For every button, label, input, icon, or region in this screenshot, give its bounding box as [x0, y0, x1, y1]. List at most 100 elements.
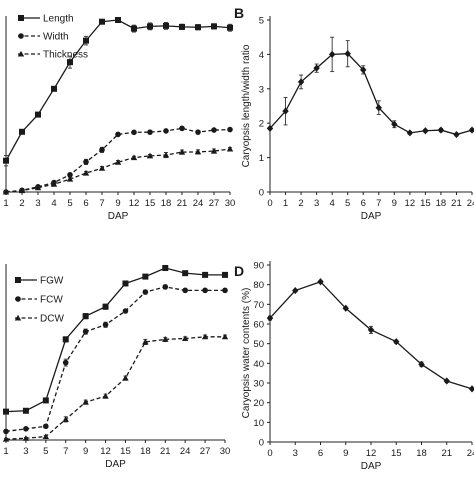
data-point — [3, 428, 9, 435]
chart-panel-a: 1 2 3 4 5 6 7 9 12 15 18 21 24 27 30DAPLengthWidthThic… — [2, 14, 236, 222]
series-d-0 — [266, 278, 474, 393]
data-point — [195, 129, 201, 135]
x-tick-label: 0 — [267, 198, 272, 209]
data-point — [266, 124, 274, 132]
series-fcw — [3, 284, 228, 435]
data-point — [82, 169, 90, 176]
data-point — [367, 326, 375, 334]
x-tick-label: 30 — [225, 198, 236, 209]
series-line — [5, 336, 225, 440]
x-tick-label: 1 — [3, 198, 8, 209]
legend-marker — [15, 296, 21, 302]
legend-marker — [17, 50, 25, 57]
series-b-0 — [266, 36, 474, 139]
data-point — [147, 129, 153, 135]
data-point — [393, 338, 400, 346]
legend-marker — [18, 15, 24, 21]
y-tick-label: 5 — [259, 16, 264, 27]
data-point — [82, 398, 89, 405]
data-point — [42, 397, 49, 404]
y-tick-label: 40 — [253, 359, 264, 370]
series-line — [5, 19, 231, 162]
x-tick-label: 5 — [43, 446, 48, 457]
y-tick-label: 1 — [259, 153, 264, 164]
x-tick-label: 7 — [376, 198, 381, 209]
data-point — [163, 22, 169, 29]
data-point — [162, 265, 169, 271]
data-point — [437, 126, 445, 134]
data-point — [102, 303, 109, 310]
data-point — [297, 78, 305, 86]
data-point — [43, 423, 49, 430]
x-tick-label: 2 — [19, 198, 24, 209]
x-axis-label: DAP — [108, 211, 129, 222]
x-tick-label: 15 — [145, 198, 156, 209]
x-tick-label: 3 — [314, 198, 319, 209]
panel-label: B — [234, 5, 244, 21]
x-tick-label: 15 — [120, 446, 131, 457]
data-point — [227, 24, 233, 31]
y-axis-label: Caryopsis water contents (%) — [241, 288, 252, 419]
data-point — [222, 271, 228, 278]
data-point — [221, 333, 229, 340]
x-tick-label: 18 — [436, 198, 447, 209]
series-line — [5, 127, 231, 193]
x-tick-label: 24 — [180, 446, 191, 457]
data-point — [2, 435, 10, 442]
series-dcw — [2, 333, 229, 442]
data-point — [102, 321, 109, 328]
data-point — [282, 107, 289, 115]
x-tick-label: 9 — [115, 198, 120, 209]
data-point — [391, 120, 398, 128]
legend-marker — [14, 314, 22, 321]
x-tick-label: 2 — [298, 198, 303, 209]
data-point — [131, 129, 137, 136]
series-line — [5, 148, 231, 193]
legend-entry: DCW — [40, 314, 64, 325]
data-point — [468, 385, 474, 393]
data-point — [83, 159, 89, 165]
data-point — [102, 392, 109, 399]
x-tick-label: 21 — [160, 446, 171, 457]
data-point — [453, 130, 460, 139]
data-point — [418, 360, 425, 368]
data-point — [178, 148, 186, 155]
data-point — [114, 159, 122, 165]
x-axis-label: DAP — [105, 459, 126, 470]
data-point — [468, 126, 474, 134]
x-tick-label: 18 — [161, 198, 172, 209]
x-tick-label: 5 — [67, 198, 72, 209]
legend-marker — [15, 277, 21, 283]
data-point — [146, 152, 154, 159]
x-tick-label: 27 — [200, 446, 211, 457]
x-tick-label: 6 — [83, 198, 88, 209]
data-point — [443, 377, 450, 385]
data-point — [22, 407, 29, 414]
data-point — [3, 408, 9, 415]
data-point — [162, 151, 170, 158]
data-point — [179, 23, 185, 30]
data-point — [266, 314, 274, 322]
data-point — [62, 336, 69, 343]
data-point — [122, 374, 129, 381]
data-point — [182, 287, 188, 294]
data-point — [211, 127, 217, 133]
x-tick-label: 7 — [99, 198, 104, 209]
data-point — [3, 157, 9, 164]
x-tick-label: 12 — [405, 198, 416, 209]
series-length — [3, 17, 233, 167]
data-point — [422, 127, 429, 135]
x-tick-label: 3 — [293, 448, 298, 459]
data-point — [202, 271, 209, 278]
y-tick-label: 2 — [259, 119, 264, 130]
data-point — [342, 304, 349, 312]
legend-marker — [18, 33, 24, 39]
x-tick-label: 0 — [267, 448, 272, 459]
data-point — [182, 270, 189, 277]
x-tick-label: 30 — [220, 446, 231, 457]
data-point — [375, 104, 382, 112]
x-tick-label: 3 — [35, 198, 40, 209]
data-point — [62, 359, 69, 366]
